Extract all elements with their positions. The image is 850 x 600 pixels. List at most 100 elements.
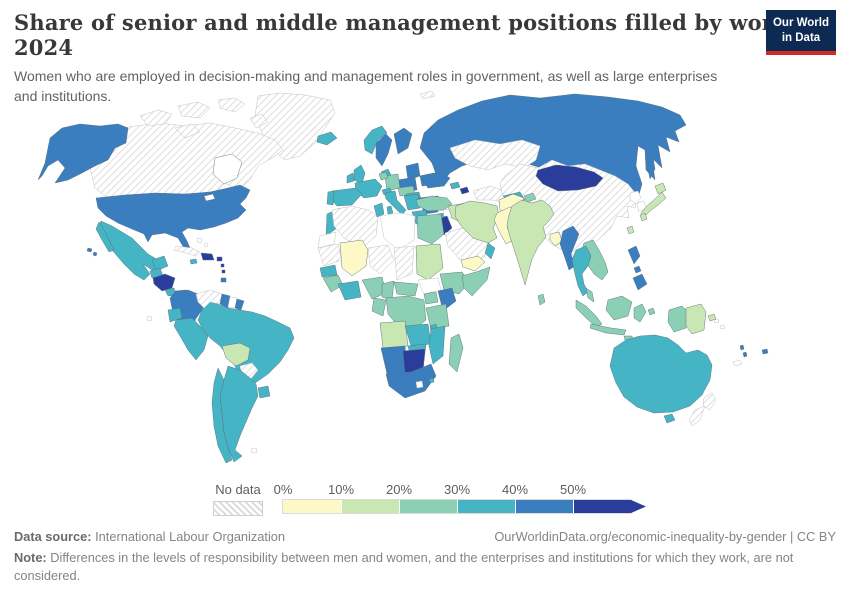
country-mongolia[interactable] [535, 164, 604, 192]
country-peru[interactable] [173, 317, 209, 361]
country-ivory-coast-ghana[interactable] [337, 280, 362, 301]
country-brazil[interactable] [197, 299, 295, 389]
country-indonesia-sumatra[interactable] [575, 299, 603, 328]
country-iran[interactable] [454, 200, 500, 244]
country-senegal[interactable] [319, 264, 338, 278]
country-lesser-antilles[interactable] [221, 269, 226, 274]
country-solomon-islands[interactable] [719, 324, 726, 330]
country-bahamas[interactable] [203, 242, 209, 248]
country-sweden[interactable] [375, 133, 393, 167]
country-portugal[interactable] [326, 190, 335, 206]
country-jamaica[interactable] [189, 258, 198, 265]
country-solomon-islands[interactable] [713, 318, 720, 324]
country-tunisia[interactable] [373, 202, 385, 218]
country-sudan[interactable] [415, 243, 444, 281]
country-madagascar[interactable] [448, 333, 464, 373]
country-new-zealand-north[interactable] [702, 392, 717, 411]
country-azerbaijan[interactable] [459, 186, 470, 195]
country-congo-gabon[interactable] [371, 297, 387, 317]
country-uruguay[interactable] [257, 385, 271, 399]
country-north-korea[interactable] [629, 190, 642, 205]
country-sri-lanka[interactable] [537, 293, 546, 306]
country-new-zealand-south[interactable] [688, 405, 706, 427]
country-papua-new-guinea[interactable] [685, 303, 707, 335]
country-ireland[interactable] [346, 172, 355, 184]
country-oman[interactable] [484, 242, 496, 260]
country-vanuatu[interactable] [739, 344, 745, 351]
country-png-new-britain[interactable] [707, 313, 717, 322]
legend-bin-50-plus[interactable] [573, 500, 631, 513]
country-algeria[interactable] [331, 205, 379, 249]
country-mozambique[interactable] [428, 325, 446, 365]
country-ukraine[interactable] [419, 171, 451, 189]
country-kazakhstan[interactable] [449, 139, 541, 171]
country-bahamas[interactable] [196, 237, 203, 244]
country-lesotho[interactable] [415, 380, 424, 389]
country-indonesia-sulawesi[interactable] [633, 303, 647, 323]
country-niger[interactable] [367, 244, 395, 275]
country-canada[interactable] [174, 123, 201, 139]
country-russia[interactable] [647, 156, 656, 180]
country-thailand[interactable] [571, 245, 592, 297]
country-fiji[interactable] [761, 348, 769, 355]
country-usa-hawaii[interactable] [86, 247, 93, 253]
country-norway[interactable] [363, 125, 388, 155]
legend-bin-30-40[interactable] [457, 500, 515, 513]
country-tanzania[interactable] [425, 303, 450, 330]
country-bangladesh[interactable] [549, 231, 563, 247]
country-egypt[interactable] [416, 213, 445, 245]
country-benelux[interactable] [378, 171, 389, 181]
country-angola[interactable] [379, 320, 409, 349]
country-japan-kyushu[interactable] [639, 212, 648, 222]
country-new-caledonia[interactable] [732, 359, 743, 367]
country-chad[interactable] [393, 245, 415, 281]
country-indonesia-papua[interactable] [667, 305, 689, 333]
country-lesser-antilles[interactable] [220, 263, 225, 268]
no-data-swatch[interactable] [213, 501, 263, 516]
country-zambia[interactable] [404, 323, 432, 347]
country-vanuatu[interactable] [742, 351, 748, 358]
country-italy[interactable] [384, 190, 407, 216]
country-usa-hawaii[interactable] [92, 251, 98, 257]
legend-bin-40-50[interactable] [515, 500, 573, 513]
country-japan-hokkaido[interactable] [654, 182, 667, 195]
country-french-guiana[interactable] [234, 298, 245, 311]
country-yemen[interactable] [460, 255, 486, 272]
country-finland[interactable] [393, 127, 413, 155]
country-svalbard[interactable] [419, 90, 436, 100]
country-canada[interactable] [249, 113, 269, 129]
country-falklands[interactable] [250, 447, 258, 454]
country-ecuador[interactable] [167, 307, 183, 323]
country-mexico-yucatan[interactable] [151, 255, 169, 272]
country-kyrgyzstan[interactable] [523, 192, 537, 203]
country-spain[interactable] [329, 187, 363, 207]
country-chile[interactable] [211, 367, 233, 464]
country-indonesia-java[interactable] [589, 323, 627, 336]
country-indonesia-moluccas[interactable] [647, 307, 656, 316]
country-south-africa[interactable] [385, 363, 437, 399]
country-central-african-republic[interactable] [393, 281, 419, 297]
country-australia-tasmania[interactable] [663, 413, 676, 424]
country-india[interactable] [506, 199, 555, 286]
country-western-sahara[interactable] [317, 231, 337, 249]
country-italy-sardinia[interactable] [386, 205, 394, 215]
country-eswatini[interactable] [428, 377, 435, 384]
country-central-america[interactable] [152, 273, 176, 292]
country-philippines-luzon[interactable] [627, 245, 641, 265]
legend-bin-20-30[interactable] [399, 500, 457, 513]
country-turkey[interactable] [415, 195, 453, 212]
country-south-sudan[interactable] [417, 277, 442, 295]
country-balkans[interactable] [403, 193, 421, 211]
country-trinidad[interactable] [220, 277, 227, 283]
country-usa-alaska[interactable] [37, 123, 129, 184]
country-dominican-republic[interactable] [200, 252, 215, 261]
country-georgia[interactable] [449, 181, 461, 190]
country-canada[interactable] [177, 101, 211, 119]
country-iceland[interactable] [316, 131, 338, 146]
country-guyana[interactable] [219, 293, 231, 309]
legend-bin-0-10[interactable] [283, 500, 341, 513]
country-cuba[interactable] [173, 245, 201, 257]
country-mexico-baja[interactable] [95, 221, 115, 253]
country-venezuela[interactable] [195, 289, 223, 309]
country-libya[interactable] [379, 212, 416, 251]
